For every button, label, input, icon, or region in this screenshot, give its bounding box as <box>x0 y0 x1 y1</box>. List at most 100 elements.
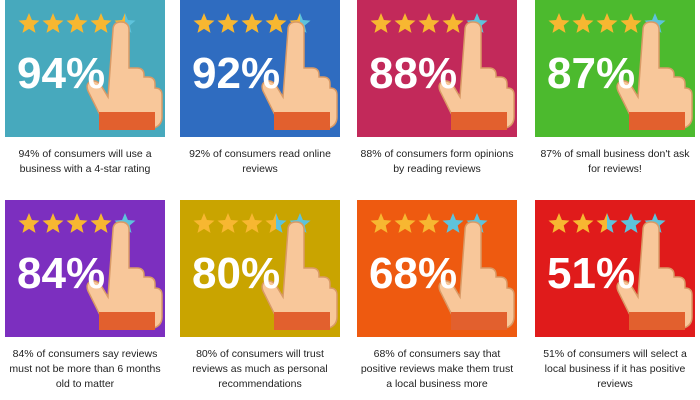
cuff <box>99 112 155 130</box>
star <box>596 213 618 233</box>
caption: 68% of consumers say that positive review… <box>349 347 525 392</box>
star <box>418 13 440 33</box>
caption-line: recommendations <box>218 378 302 390</box>
star <box>442 213 464 233</box>
card-art: 94% <box>17 13 163 130</box>
hand <box>86 221 163 330</box>
star <box>442 13 464 33</box>
card-art: 92% <box>192 13 338 130</box>
star <box>193 13 215 33</box>
star <box>217 13 239 33</box>
percent: 88% <box>369 49 457 98</box>
cuff <box>629 112 685 130</box>
caption-line: a local business more <box>386 378 488 390</box>
star <box>620 13 642 33</box>
card-art: 51% <box>547 213 693 330</box>
hand-icon <box>438 21 515 130</box>
caption: 51% of consumers will select a local busi… <box>527 347 700 392</box>
percent: 92% <box>192 49 280 98</box>
hand-icon <box>616 221 693 330</box>
caption: 80% of consumers will trust reviews as mu… <box>172 347 348 392</box>
caption-line: 88% of consumers form opinions <box>360 148 514 160</box>
caption-line: 51% of consumers will select a <box>543 348 687 360</box>
caption-line: 87% of small business don't ask <box>540 148 690 160</box>
caption-line: 92% of consumers read online <box>189 148 331 160</box>
caption: 87% of small business don't ask for revie… <box>527 147 700 177</box>
percent: 87% <box>547 49 635 98</box>
caption-line: business with a 4-star rating <box>19 163 151 175</box>
caption-line: 94% of consumers will use a <box>18 148 152 160</box>
caption-line: by reading reviews <box>393 163 481 175</box>
caption-line: reviews <box>242 163 278 175</box>
caption-line: 84% of consumers say reviews <box>12 348 158 360</box>
cuff <box>274 312 330 330</box>
caption-line: positive reviews make them trust <box>360 363 514 375</box>
hand-icon <box>261 21 338 130</box>
hand-icon <box>261 221 338 330</box>
card-art: 88% <box>369 13 515 130</box>
card-art: 68% <box>369 213 515 330</box>
caption-line: 80% of consumers will trust <box>196 348 324 360</box>
percent: 94% <box>17 49 105 98</box>
star <box>596 13 618 33</box>
percent: 84% <box>17 249 105 298</box>
star <box>90 213 112 233</box>
cuff <box>451 312 507 330</box>
card: 68% <box>357 200 517 337</box>
star <box>370 13 392 33</box>
star <box>90 13 112 33</box>
percent: 51% <box>547 249 635 298</box>
star <box>394 13 416 33</box>
card: 80% <box>180 200 340 337</box>
star <box>42 13 64 33</box>
star <box>572 213 594 233</box>
caption: 92% of consumers read online reviews <box>172 147 348 177</box>
percent: 68% <box>369 249 457 298</box>
star <box>418 213 440 233</box>
star <box>370 213 392 233</box>
star <box>66 213 88 233</box>
cuff <box>99 312 155 330</box>
card: 51% <box>535 200 695 337</box>
star <box>193 213 215 233</box>
cuff <box>274 112 330 130</box>
card: 92% <box>180 0 340 137</box>
caption: 94% of consumers will use a business with… <box>0 147 173 177</box>
caption-line: old to matter <box>55 378 115 390</box>
caption: 88% of consumers form opinions by reading… <box>349 147 525 177</box>
star <box>42 213 64 233</box>
star <box>18 13 40 33</box>
caption-line: reviews <box>597 378 633 390</box>
hand <box>86 21 163 130</box>
card-art: 80% <box>192 213 338 330</box>
card: 88% <box>357 0 517 137</box>
cuff <box>629 312 685 330</box>
card: 94% <box>5 0 165 137</box>
star <box>217 213 239 233</box>
hand-icon <box>616 21 693 130</box>
cuff <box>451 112 507 130</box>
star <box>394 213 416 233</box>
star <box>265 13 287 33</box>
hand <box>261 21 338 130</box>
caption: 84% of consumers say reviews must not be … <box>0 347 173 392</box>
star <box>548 213 570 233</box>
star <box>241 213 263 233</box>
percent: 80% <box>192 249 280 298</box>
caption-line: 68% of consumers say that <box>373 348 501 360</box>
caption-line: must not be more than 6 months <box>9 363 161 375</box>
star <box>265 213 287 233</box>
star <box>241 13 263 33</box>
hand-icon <box>86 21 163 130</box>
card: 87% <box>535 0 695 137</box>
caption-line: for reviews! <box>588 163 642 175</box>
star <box>572 13 594 33</box>
caption-line: reviews as much as personal <box>192 363 328 375</box>
star <box>548 13 570 33</box>
card: 84% <box>5 200 165 337</box>
star <box>620 213 642 233</box>
hand <box>616 21 693 130</box>
star <box>66 13 88 33</box>
caption-line: local business if it has positive <box>544 363 686 375</box>
